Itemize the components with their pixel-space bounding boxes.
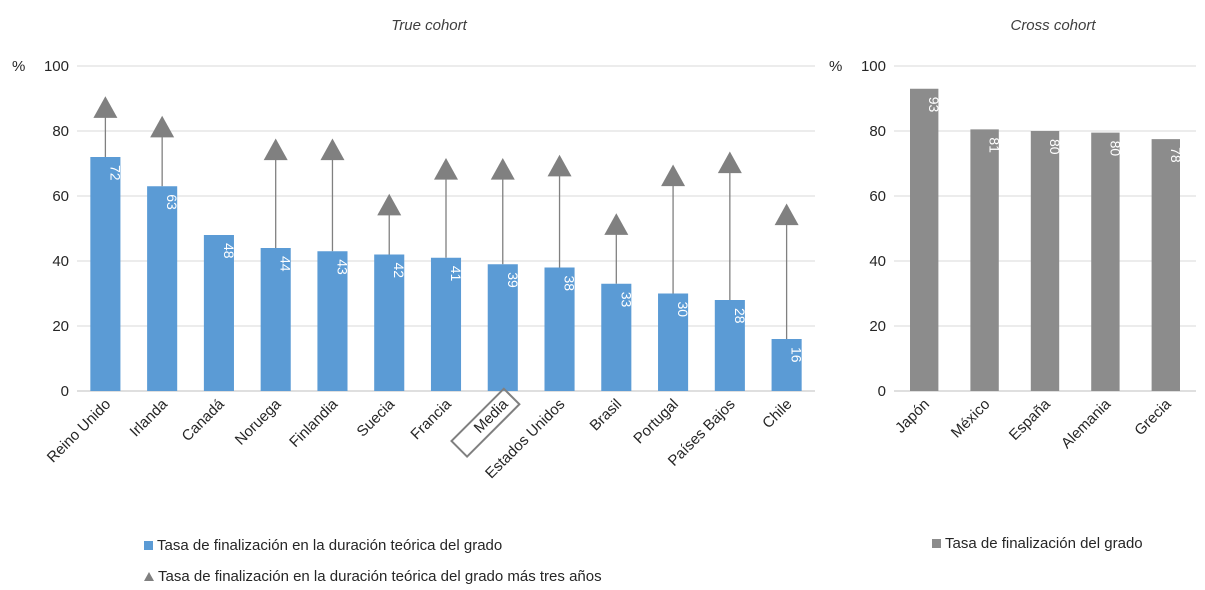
chart-title: True cohort (391, 17, 467, 34)
data-label: 80 (1047, 139, 1063, 155)
legend-label: Tasa de finalización del grado (945, 535, 1143, 552)
bar (970, 129, 999, 391)
x-tick-label: Alemania (1058, 395, 1115, 452)
chart-title: Cross cohort (1010, 17, 1096, 34)
legend-label: Tasa de finalización en la duración teór… (157, 537, 503, 554)
x-tick-label: México (948, 396, 994, 442)
legend-label: Tasa de finalización en la duración teór… (158, 568, 602, 585)
legend-bar-cross-cohort: Tasa de finalización del grado (932, 535, 1143, 552)
bar (1151, 139, 1180, 391)
y-tick-label: 60 (869, 188, 886, 205)
data-label: 41 (448, 266, 464, 282)
x-tick-label: Canadá (179, 395, 229, 445)
marker-triangle (434, 158, 458, 180)
y-tick-label: 100 (861, 58, 886, 75)
marker-triangle (320, 138, 345, 161)
y-unit-label: % (829, 58, 842, 75)
bar (317, 251, 348, 391)
bar (1030, 131, 1060, 391)
bar (487, 264, 518, 391)
x-tick-label: Irlanda (127, 395, 172, 440)
data-label: 72 (107, 165, 123, 181)
bar (910, 88, 939, 391)
y-tick-label: 40 (869, 253, 886, 270)
data-label: 80 (1107, 141, 1123, 157)
bar (714, 300, 745, 391)
data-label: 43 (334, 259, 350, 275)
x-tick-label: España (1006, 395, 1054, 443)
data-label: 16 (789, 347, 805, 363)
data-label: 81 (987, 137, 1003, 153)
y-tick-label: 20 (52, 318, 69, 335)
y-tick-label: 60 (52, 188, 69, 205)
x-tick-label: Brasil (587, 396, 626, 435)
data-label: 93 (926, 97, 942, 113)
bar (260, 248, 291, 391)
marker-triangle (604, 213, 629, 235)
bar (658, 293, 689, 391)
true-cohort-chart: True cohort 0 20 40 60 80 100% 72 Reino Unido 63 I… (12, 17, 815, 482)
y-unit-label: % (12, 58, 25, 75)
y-tick-label: 0 (61, 383, 69, 400)
cross-cohort-chart: Cross cohort 0 20 40 60 80 100% 93 Japón 81 México… (829, 17, 1196, 452)
marker-triangle (490, 158, 515, 180)
bar (544, 267, 575, 391)
bar (147, 186, 178, 391)
x-tick-label: Japón (892, 396, 933, 437)
highlight-box (450, 387, 521, 459)
legend-marker-true-cohort: Tasa de finalización en la duración teór… (144, 568, 602, 585)
y-tick-label: 80 (869, 123, 886, 140)
marker-triangle (377, 193, 402, 216)
marker-triangle (263, 138, 288, 161)
data-label: 38 (562, 276, 578, 292)
marker-triangle (150, 115, 175, 138)
marker-triangle (93, 96, 118, 118)
y-tick-label: 40 (52, 253, 69, 270)
bar (90, 157, 121, 391)
x-tick-label: Suecia (354, 395, 399, 440)
x-tick-label: Grecia (1131, 395, 1175, 439)
data-label: 48 (221, 243, 237, 259)
legend-triangle-icon (144, 572, 154, 581)
bar (430, 257, 462, 391)
x-tick-label: Finlandia (286, 395, 342, 451)
y-tick-label: 100 (44, 58, 69, 75)
x-tick-label: Portugal (630, 396, 682, 448)
x-tick-label: Reino Unido (44, 396, 114, 466)
data-label: 44 (278, 256, 294, 272)
x-tick-label: Chile (759, 396, 795, 432)
y-tick-label: 0 (878, 383, 886, 400)
data-label: 30 (675, 302, 691, 318)
marker-triangle (547, 154, 572, 177)
x-tick-label: Francia (407, 395, 455, 443)
bar (771, 339, 802, 391)
data-label: 28 (732, 308, 748, 324)
data-label: 63 (164, 194, 180, 210)
bar (1091, 132, 1120, 391)
bar (601, 283, 632, 391)
data-label: 39 (505, 272, 521, 288)
legend-bar-true-cohort: Tasa de finalización en la duración teór… (144, 537, 502, 554)
legend-swatch-gray (932, 539, 941, 548)
x-tick-label: Noruega (232, 395, 285, 448)
marker-triangle (717, 151, 742, 174)
legend-swatch-blue (144, 541, 153, 550)
y-tick-label: 20 (869, 318, 886, 335)
bar (203, 235, 234, 391)
bar (374, 254, 405, 391)
data-label: 42 (391, 263, 407, 279)
y-tick-label: 80 (52, 123, 69, 140)
marker-triangle (774, 203, 799, 226)
marker-triangle (661, 164, 686, 187)
data-label: 33 (618, 292, 634, 308)
data-label: 78 (1168, 147, 1184, 163)
